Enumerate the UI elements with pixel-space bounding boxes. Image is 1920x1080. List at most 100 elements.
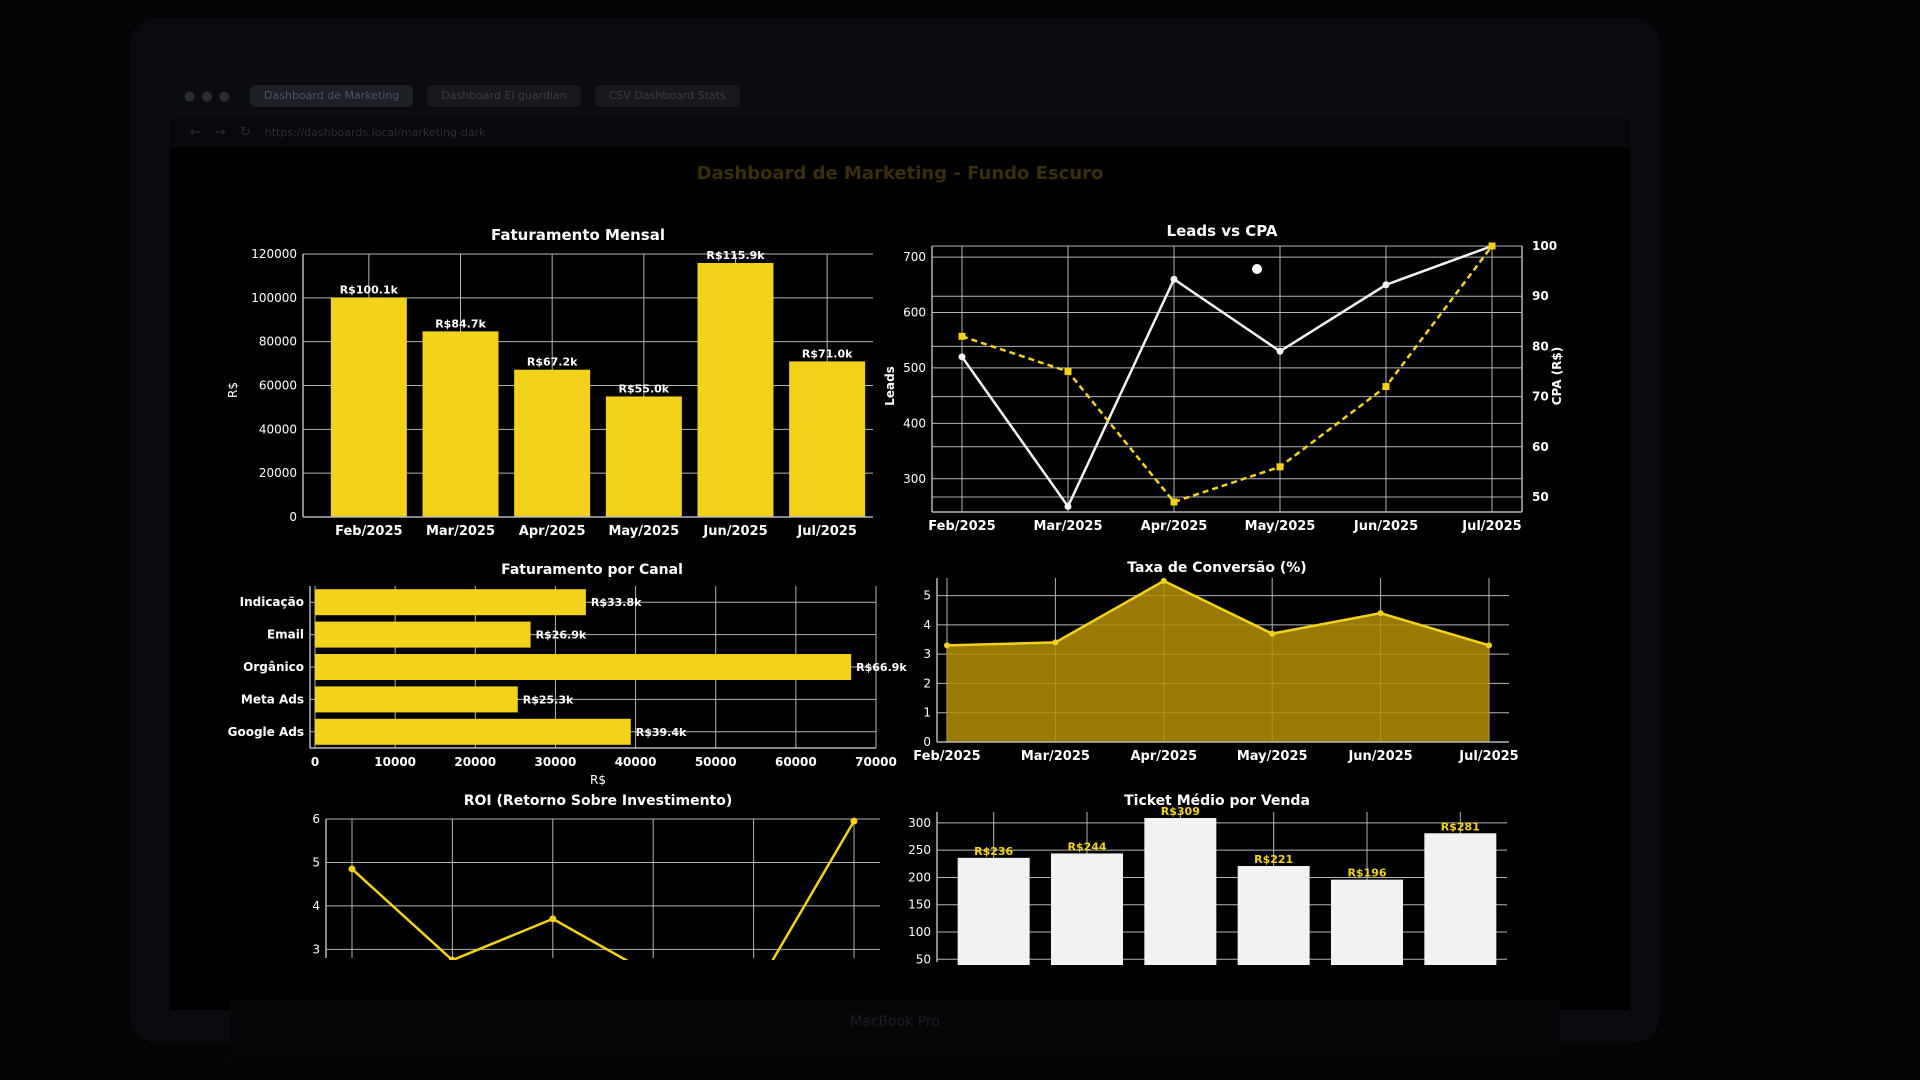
bar-value-label: R$55.0k xyxy=(619,382,670,395)
bar xyxy=(1144,818,1217,965)
series-marker xyxy=(958,332,966,340)
y-tick-label: Google Ads xyxy=(228,725,304,739)
x-tick-label: 40000 xyxy=(615,755,657,769)
x-tick-label: Apr/2025 xyxy=(1130,749,1197,764)
browser-tab-bar: ●●● Dashboard de Marketing Dashboard El … xyxy=(170,75,1630,117)
y-tick-label: 100000 xyxy=(251,291,297,305)
y-tick-label: 5 xyxy=(312,855,320,869)
bar xyxy=(1237,866,1310,965)
y-tick-label-right: 60 xyxy=(1532,440,1549,454)
x-tick-label: 30000 xyxy=(535,755,577,769)
y-tick-label: 2 xyxy=(923,676,931,690)
bar xyxy=(1424,833,1497,965)
series-marker xyxy=(1052,639,1059,646)
series-marker xyxy=(1377,610,1384,617)
y-tick-label: 6 xyxy=(312,812,320,826)
bar xyxy=(315,718,631,745)
series-marker xyxy=(1486,642,1492,649)
series-marker xyxy=(1064,367,1072,375)
bar-value-label: R$66.9k xyxy=(856,661,907,674)
laptop-screen: ●●● Dashboard de Marketing Dashboard El … xyxy=(170,75,1630,1010)
bar xyxy=(1331,879,1403,965)
y-tick-label: 4 xyxy=(923,618,931,632)
series-marker xyxy=(958,353,966,361)
y-tick-label: 4 xyxy=(312,899,320,913)
y-tick-label: 150 xyxy=(908,898,931,912)
bar xyxy=(315,621,531,648)
y-tick-label: Indicação xyxy=(240,595,304,609)
y-tick-label-right: 50 xyxy=(1532,490,1549,504)
browser-tab-1[interactable]: Dashboard de Marketing xyxy=(250,85,414,107)
x-tick-label: May/2025 xyxy=(1237,749,1308,764)
series-line xyxy=(960,244,1493,509)
browser-tab-3[interactable]: CSV Dashboard Stats xyxy=(594,85,740,107)
y-tick-label: 20000 xyxy=(259,466,297,480)
series-marker xyxy=(549,915,557,923)
chart-title: Ticket Médio por Venda xyxy=(1124,793,1310,809)
y-tick-label: 200 xyxy=(908,870,931,884)
y-tick-label: Meta Ads xyxy=(241,692,304,706)
series-marker xyxy=(448,956,456,960)
series-marker xyxy=(1276,347,1284,355)
bar xyxy=(605,396,682,517)
bar xyxy=(697,262,774,517)
laptop-chassis: MacBook Pro xyxy=(230,1000,1560,1060)
bar xyxy=(789,361,866,517)
page-title: Dashboard de Marketing - Fundo Escuro xyxy=(696,163,1104,184)
y-tick-label: Email xyxy=(267,628,304,642)
x-tick-label: Jul/2025 xyxy=(1461,519,1521,534)
y-tick-label-left: 600 xyxy=(903,306,926,320)
bar-value-label: R$39.4k xyxy=(636,726,687,739)
series-marker xyxy=(1488,242,1496,250)
chart-title: Faturamento Mensal xyxy=(491,226,665,244)
window-controls-icon[interactable]: ●●● xyxy=(184,88,237,104)
series-marker xyxy=(1170,498,1178,506)
bar-value-label: R$281 xyxy=(1441,820,1480,833)
chart-title: Taxa de Conversão (%) xyxy=(1127,560,1306,576)
x-tick-label: Apr/2025 xyxy=(1141,519,1208,534)
forward-arrow-icon[interactable]: → xyxy=(214,124,226,140)
chart-faturamento-por-canal: Faturamento por Canal R$ 0 10000 20000 3000… xyxy=(228,562,907,787)
area-fill xyxy=(947,580,1489,742)
y-tick-label-right: 80 xyxy=(1532,339,1549,353)
y-tick-label: 60000 xyxy=(259,379,297,393)
chart-ticket-medio: Ticket Médio por Venda 50 100 150 200 250 300… xyxy=(908,793,1507,965)
series-marker xyxy=(1269,630,1276,637)
chart-faturamento-mensal: Faturamento Mensal R$ 0 20000 40000 60000 80… xyxy=(226,226,873,539)
y-tick-label-left: 300 xyxy=(903,472,926,486)
bar xyxy=(315,686,518,713)
address-input[interactable]: https://dashboards.local/marketing-dark xyxy=(264,125,486,139)
series-marker xyxy=(850,817,858,825)
back-arrow-icon[interactable]: ← xyxy=(190,124,201,140)
y-tick-label: 1 xyxy=(923,706,931,720)
x-tick-label: 0 xyxy=(311,755,319,769)
series-marker xyxy=(1382,281,1390,289)
laptop-brand: MacBook Pro xyxy=(850,1014,940,1030)
y-tick-label: 250 xyxy=(908,843,931,857)
browser-url-bar: ← → ↻ https://dashboards.local/marketing… xyxy=(170,117,1630,147)
bar-value-label: R$221 xyxy=(1254,853,1293,866)
bar-value-label: R$71.0k xyxy=(802,347,853,360)
bar-value-label: R$196 xyxy=(1347,867,1386,880)
y-tick-label: 3 xyxy=(923,647,931,661)
x-tick-label: 50000 xyxy=(695,755,737,769)
series-line xyxy=(946,579,1490,647)
bar xyxy=(514,369,591,517)
x-tick-label: 10000 xyxy=(374,755,416,769)
bar-value-label: R$244 xyxy=(1067,840,1106,853)
x-tick-label: Apr/2025 xyxy=(519,524,586,539)
x-tick-label: Jun/2025 xyxy=(1347,749,1412,764)
reload-icon[interactable]: ↻ xyxy=(239,124,251,140)
series-line xyxy=(961,245,1493,504)
x-tick-label: 60000 xyxy=(775,755,817,769)
x-tick-label: 70000 xyxy=(855,755,897,769)
y-tick-label-right: 100 xyxy=(1532,239,1557,253)
bar xyxy=(315,589,586,616)
browser-tab-2[interactable]: Dashboard El guardian xyxy=(427,85,581,107)
y-tick-label: 0 xyxy=(923,735,931,749)
x-tick-label: Jul/2025 xyxy=(796,524,856,539)
bar xyxy=(422,331,499,517)
y-tick-label: 3 xyxy=(312,942,320,956)
y-tick-label-left: 400 xyxy=(903,416,926,430)
x-tick-label: Mar/2025 xyxy=(1021,749,1090,764)
